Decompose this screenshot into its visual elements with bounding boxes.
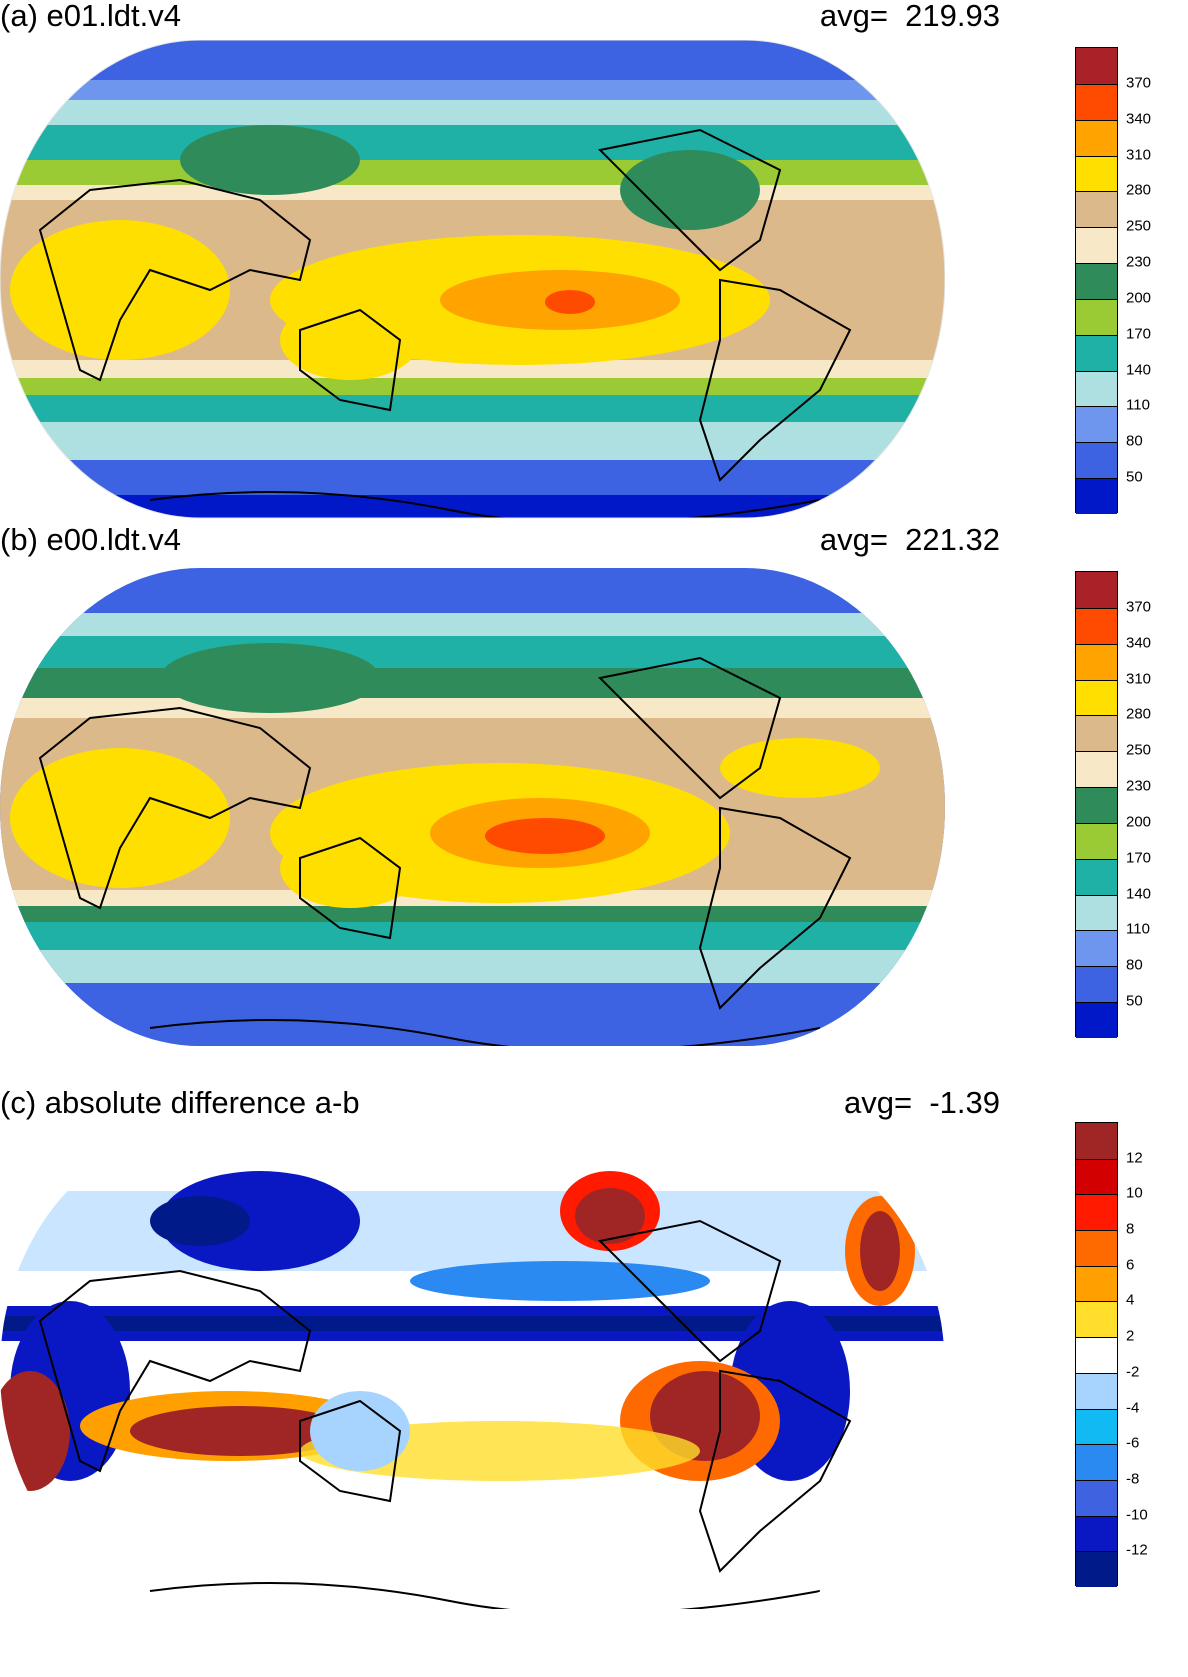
colorbar-segment bbox=[1076, 478, 1117, 514]
colorbar-segment bbox=[1076, 607, 1117, 644]
colorbar-tick-label: 50 bbox=[1126, 992, 1143, 1010]
colorbar-tick-label: 340 bbox=[1126, 634, 1152, 652]
colorbar-tick-label: 170 bbox=[1126, 849, 1152, 867]
panel-title: (b) e00.ldt.v4 bbox=[0, 522, 181, 557]
colorbar-tick-label: 200 bbox=[1126, 289, 1152, 307]
colorbar-segment bbox=[1076, 822, 1117, 859]
world-map bbox=[0, 1131, 945, 1609]
colorbar-segment bbox=[1076, 894, 1117, 931]
panel-c: (c) absolute difference a-b avg= -1.39 bbox=[0, 1085, 1188, 1677]
colorbar-tick-label: -8 bbox=[1126, 1470, 1140, 1488]
colorbar-segment bbox=[1076, 1301, 1117, 1338]
colorbar-segment bbox=[1076, 1002, 1117, 1038]
colorbar-segment bbox=[1076, 1372, 1117, 1409]
avg-label: avg= bbox=[819, 522, 888, 557]
colorbar-tick-label: 140 bbox=[1126, 885, 1152, 903]
colorbar-tick-label: 370 bbox=[1126, 74, 1152, 92]
colorbar-segment bbox=[1076, 119, 1117, 156]
colorbar-tick-label: 6 bbox=[1126, 1256, 1135, 1274]
avg-label: avg= bbox=[819, 0, 888, 33]
panel-average: avg= 219.93 bbox=[820, 0, 1000, 34]
colorbar-tick-label: 4 bbox=[1126, 1291, 1135, 1309]
colorbar-tick-label: 110 bbox=[1126, 396, 1150, 414]
colorbar-tick-label: 230 bbox=[1126, 253, 1152, 271]
colorbar-tick-label: 230 bbox=[1126, 777, 1152, 795]
colorbar-tick-label: -12 bbox=[1126, 1541, 1148, 1559]
panel-title: (c) absolute difference a-b bbox=[0, 1085, 360, 1120]
colorbar bbox=[1075, 1122, 1118, 1587]
colorbar-tick-label: 80 bbox=[1126, 956, 1143, 974]
colorbar-tick-label: 12 bbox=[1126, 1149, 1143, 1167]
colorbar-segment bbox=[1076, 298, 1117, 335]
avg-value: -1.39 bbox=[929, 1085, 1000, 1120]
colorbar-segment bbox=[1076, 1123, 1117, 1159]
colorbar bbox=[1075, 571, 1118, 1038]
colorbar-tick-label: 140 bbox=[1126, 361, 1152, 379]
colorbar-tick-label: 50 bbox=[1126, 468, 1143, 486]
colorbar-segment bbox=[1076, 334, 1117, 371]
colorbar-segment bbox=[1076, 966, 1117, 1003]
colorbar-segment bbox=[1076, 930, 1117, 967]
avg-value: 221.32 bbox=[905, 522, 1000, 557]
colorbar-segment bbox=[1076, 858, 1117, 895]
panel-average: avg= 221.32 bbox=[820, 522, 1000, 558]
colorbar-segment bbox=[1076, 1551, 1117, 1587]
colorbar-tick-label: 250 bbox=[1126, 741, 1152, 759]
colorbar-segment bbox=[1076, 1337, 1117, 1373]
colorbar-tick-label: 280 bbox=[1126, 181, 1152, 199]
panel-a: (a) e01.ldt.v4 avg= 219.93 bbox=[0, 0, 1188, 520]
colorbar-segment bbox=[1076, 751, 1117, 788]
colorbar-segment bbox=[1076, 48, 1117, 84]
colorbar-segment bbox=[1076, 442, 1117, 479]
colorbar-tick-label: 280 bbox=[1126, 705, 1152, 723]
colorbar-tick-label: -6 bbox=[1126, 1434, 1140, 1452]
world-map bbox=[0, 40, 945, 519]
colorbar-tick-label: -2 bbox=[1126, 1363, 1140, 1381]
panel-average: avg= -1.39 bbox=[844, 1085, 1000, 1121]
colorbar-segment bbox=[1076, 263, 1117, 299]
world-map bbox=[0, 568, 945, 1046]
colorbar-segment bbox=[1076, 1479, 1117, 1516]
colorbar-tick-label: 170 bbox=[1126, 325, 1152, 343]
colorbar bbox=[1075, 47, 1118, 514]
colorbar-segment bbox=[1076, 83, 1117, 120]
colorbar-tick-label: 80 bbox=[1126, 432, 1143, 450]
colorbar-segment bbox=[1076, 1515, 1117, 1552]
colorbar-segment bbox=[1076, 715, 1117, 752]
colorbar-tick-label: 250 bbox=[1126, 217, 1152, 235]
colorbar-segment bbox=[1076, 155, 1117, 192]
colorbar-tick-label: 2 bbox=[1126, 1327, 1135, 1345]
colorbar-segment bbox=[1076, 1230, 1117, 1266]
colorbar-tick-label: 310 bbox=[1126, 146, 1152, 164]
avg-label: avg= bbox=[844, 1085, 913, 1120]
colorbar-segment bbox=[1076, 679, 1117, 716]
colorbar-tick-label: 8 bbox=[1126, 1220, 1135, 1238]
colorbar-tick-label: 370 bbox=[1126, 598, 1152, 616]
colorbar-segment bbox=[1076, 191, 1117, 228]
colorbar-segment bbox=[1076, 1194, 1117, 1231]
colorbar-segment bbox=[1076, 406, 1117, 443]
panel-b: (b) e00.ldt.v4 avg= 221.32 bbox=[0, 522, 1188, 1046]
colorbar-tick-label: -10 bbox=[1126, 1506, 1148, 1524]
colorbar-tick-label: 200 bbox=[1126, 813, 1152, 831]
colorbar-segment bbox=[1076, 1265, 1117, 1302]
colorbar-segment bbox=[1076, 1408, 1117, 1445]
colorbar-tick-label: 110 bbox=[1126, 920, 1150, 938]
colorbar-segment bbox=[1076, 572, 1117, 608]
colorbar-segment bbox=[1076, 787, 1117, 823]
panel-title: (a) e01.ldt.v4 bbox=[0, 0, 181, 33]
colorbar-segment bbox=[1076, 227, 1117, 264]
colorbar-tick-label: 10 bbox=[1126, 1184, 1143, 1202]
colorbar-segment bbox=[1076, 1158, 1117, 1195]
colorbar-segment bbox=[1076, 643, 1117, 680]
colorbar-tick-label: 340 bbox=[1126, 110, 1152, 128]
colorbar-segment bbox=[1076, 1444, 1117, 1480]
colorbar-segment bbox=[1076, 370, 1117, 407]
colorbar-tick-label: -4 bbox=[1126, 1399, 1140, 1417]
colorbar-tick-label: 310 bbox=[1126, 670, 1152, 688]
avg-value: 219.93 bbox=[905, 0, 1000, 33]
